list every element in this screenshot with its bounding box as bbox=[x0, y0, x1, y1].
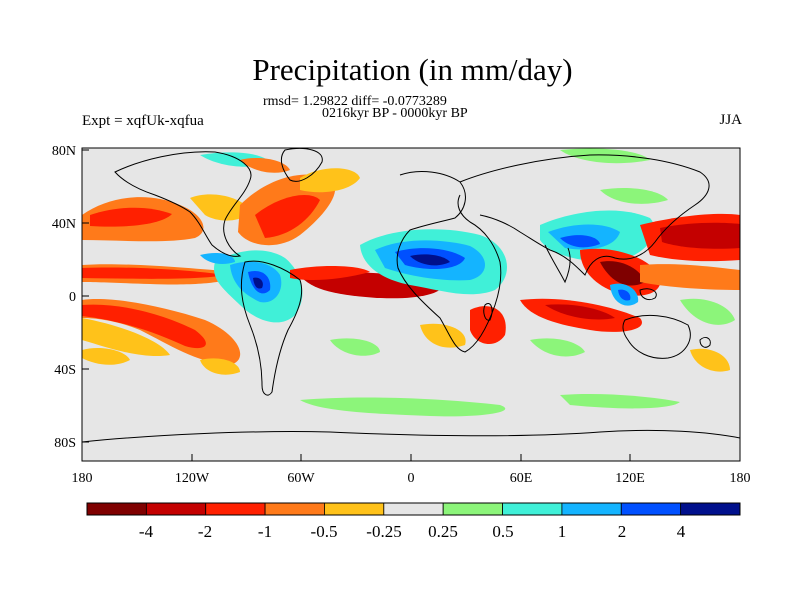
colorbar-swatch bbox=[264, 502, 325, 516]
colorbar-swatch bbox=[561, 502, 622, 516]
chart-title: Precipitation (in mm/day) bbox=[252, 52, 573, 87]
colorbar-swatch bbox=[442, 502, 503, 516]
stats-subtitle: rmsd= 1.29822 diff= -0.0773289 bbox=[263, 94, 447, 109]
colorbar-label: -0.25 bbox=[366, 522, 401, 541]
colorbar-label: -2 bbox=[198, 522, 212, 541]
colorbar-swatch bbox=[502, 502, 563, 516]
lon-tick-label: 120W bbox=[175, 471, 210, 486]
colorbar-swatch bbox=[145, 502, 207, 516]
lat-tick-label: 80S bbox=[54, 436, 76, 451]
colorbar-label: 2 bbox=[618, 522, 627, 541]
lon-tick-label: 120E bbox=[615, 471, 645, 486]
lat-tick-label: 80N bbox=[52, 144, 76, 159]
colorbar-swatch bbox=[680, 502, 741, 516]
coastlines bbox=[82, 148, 740, 443]
lat-tick-label: 40S bbox=[54, 363, 76, 378]
lon-tick-label: 180 bbox=[72, 471, 93, 486]
colorbar-swatch bbox=[324, 502, 385, 516]
lon-axis: 180 120W 60W 0 60E 120E 180 bbox=[72, 454, 751, 486]
lon-tick-label: 180 bbox=[730, 471, 751, 486]
colorbar-swatch bbox=[205, 502, 266, 516]
colorbar-swatch bbox=[620, 502, 682, 516]
colorbar-label: 1 bbox=[558, 522, 567, 541]
lon-tick-label: 60W bbox=[287, 471, 315, 486]
precip-field bbox=[82, 148, 740, 417]
colorbar-label: 0.5 bbox=[492, 522, 513, 541]
colorbar-label: -1 bbox=[258, 522, 272, 541]
lat-tick-label: 0 bbox=[69, 290, 76, 305]
colorbar-label: -4 bbox=[139, 522, 154, 541]
experiment-label: Expt = xqfUk-xqfua bbox=[82, 113, 204, 129]
period-subtitle: 0216kyr BP - 0000kyr BP bbox=[322, 106, 468, 121]
lon-tick-label: 60E bbox=[510, 471, 533, 486]
colorbar-label: 0.25 bbox=[428, 522, 458, 541]
colorbar-label: -0.5 bbox=[311, 522, 338, 541]
season-label: JJA bbox=[719, 112, 742, 128]
colorbar-swatch bbox=[383, 502, 444, 516]
colorbar-label: 4 bbox=[677, 522, 686, 541]
colorbar-swatch bbox=[86, 502, 147, 516]
lat-axis: 80N 40N 0 40S 80S bbox=[52, 144, 89, 451]
lon-tick-label: 0 bbox=[408, 471, 415, 486]
colorbar: -4 -2 -1 -0.5 -0.25 0.25 0.5 1 2 4 bbox=[86, 502, 741, 541]
lat-tick-label: 40N bbox=[52, 217, 76, 232]
